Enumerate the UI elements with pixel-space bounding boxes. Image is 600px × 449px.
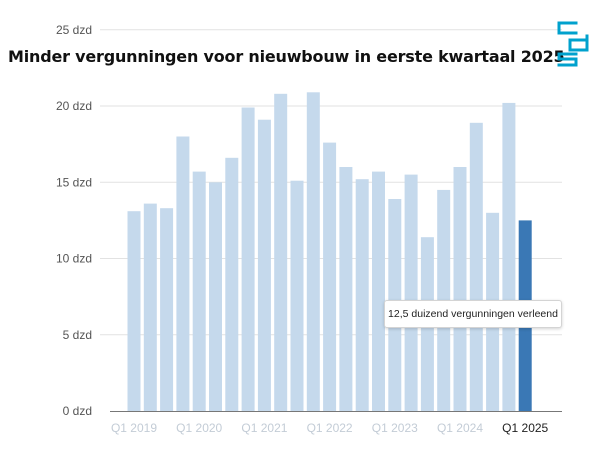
bar — [323, 142, 337, 411]
bar-tooltip: 12,5 duizend vergunningen verleend — [384, 300, 562, 328]
x-tick-label: Q1 2020 — [176, 421, 222, 435]
y-tick-label: 0 dzd — [63, 404, 92, 418]
chart-title: Minder vergunningen voor nieuwbouw in ee… — [8, 47, 565, 66]
bar — [176, 136, 190, 411]
bar — [453, 167, 467, 411]
x-tick-label: Q1 2021 — [241, 421, 287, 435]
cbs-logo-icon — [556, 20, 590, 73]
bar — [306, 92, 320, 412]
x-tick-label: Q1 2025 — [502, 421, 548, 435]
y-tick-label: 5 dzd — [63, 328, 92, 342]
bar — [257, 119, 271, 411]
x-tick-label: Q1 2024 — [437, 421, 483, 435]
bar — [143, 203, 157, 411]
x-tick-label: Q1 2019 — [111, 421, 157, 435]
bar — [469, 122, 483, 412]
bar — [355, 179, 369, 411]
bar — [127, 211, 141, 411]
bar — [192, 171, 206, 411]
y-tick-label: 20 dzd — [56, 99, 92, 113]
y-tick-label: 10 dzd — [56, 252, 92, 266]
bar — [209, 182, 222, 412]
bar — [274, 93, 288, 412]
bar — [339, 167, 353, 411]
y-tick-label: 25 dzd — [56, 23, 92, 37]
x-tick-label: Q1 2022 — [307, 421, 353, 435]
bar — [241, 107, 255, 411]
bar — [290, 180, 304, 411]
y-tick-label: 15 dzd — [56, 175, 92, 189]
bar — [160, 208, 174, 411]
bar — [404, 174, 418, 411]
bar — [372, 171, 385, 411]
bar — [225, 157, 239, 411]
x-tick-label: Q1 2023 — [372, 421, 418, 435]
bar — [502, 102, 516, 412]
